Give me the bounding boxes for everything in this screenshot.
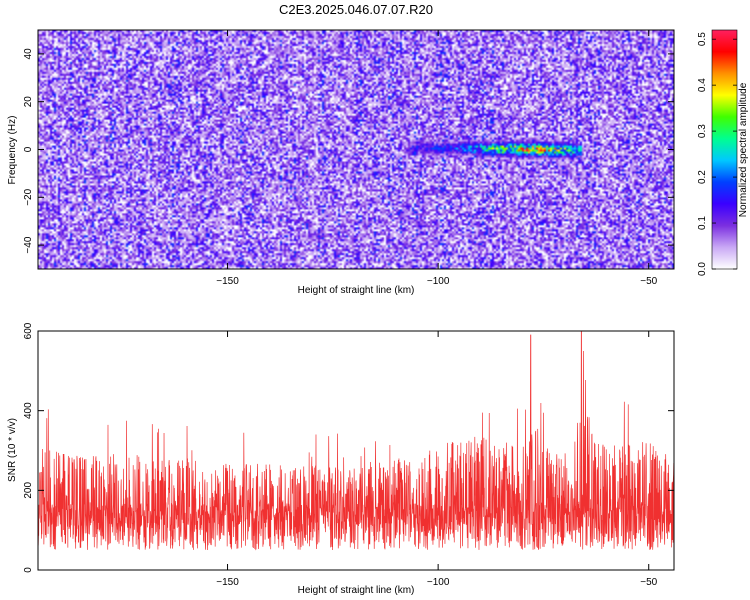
snr-ylabel: SNR (10 * v/v) bbox=[7, 418, 18, 482]
spectrogram-xtick-label: −100 bbox=[427, 276, 450, 287]
spectrogram-ytick-label: 40 bbox=[23, 48, 34, 60]
snr-series-line bbox=[38, 331, 674, 551]
snr-ytick-label: 200 bbox=[23, 482, 34, 499]
colorbar-tick-label: 0.1 bbox=[697, 216, 708, 230]
snr-xlabel: Height of straight line (km) bbox=[298, 585, 415, 596]
colorbar-tick-label: 0.5 bbox=[697, 32, 708, 46]
spectrogram-xlabel: Height of straight line (km) bbox=[298, 285, 415, 296]
colorbar-tick-label: 0.4 bbox=[697, 78, 708, 92]
chart-title: C2E3.2025.046.07.07.R20 bbox=[279, 2, 433, 17]
snr-panel: −150 −100 −50 0 200 400 600 Height of straight… bbox=[7, 322, 675, 596]
colorbar-label: Normalized spectral amplitude bbox=[738, 82, 749, 217]
spectrogram-ylabel: Frequency (Hz) bbox=[7, 116, 18, 185]
snr-xtick-label: −50 bbox=[640, 577, 657, 588]
snr-ytick-label: 0 bbox=[23, 567, 34, 573]
snr-frame bbox=[37, 330, 675, 571]
colorbar-gradient bbox=[712, 30, 737, 269]
colorbar-tick-label: 0.2 bbox=[697, 170, 708, 184]
spectrogram-ytick-label: 0 bbox=[23, 146, 34, 152]
snr-ytick-label: 600 bbox=[23, 322, 34, 339]
colorbar-tick-label: 0.0 bbox=[697, 262, 708, 276]
spectrogram-ytick-label: 20 bbox=[23, 96, 34, 108]
spectrogram-ytick-label: −40 bbox=[23, 236, 34, 253]
snr-xtick-label: −100 bbox=[427, 577, 450, 588]
snr-ytick-label: 400 bbox=[23, 402, 34, 419]
spectrogram-heatmap bbox=[38, 30, 674, 269]
spectrogram-xtick-label: −50 bbox=[640, 276, 657, 287]
colorbar-frame bbox=[711, 29, 738, 270]
colorbar-tick-label: 0.3 bbox=[697, 124, 708, 138]
snr-xtick-label: −150 bbox=[216, 577, 239, 588]
spectrogram-ticks: −150 −100 −50 −40 −20 0 20 40 bbox=[23, 30, 674, 287]
spectrogram-frame bbox=[37, 29, 675, 270]
spectrogram-xtick-label: −150 bbox=[216, 276, 239, 287]
colorbar: 0.0 0.1 0.2 0.3 0.4 0.5 Normalized spectral a… bbox=[697, 29, 749, 276]
colorbar-ticks: 0.0 0.1 0.2 0.3 0.4 0.5 bbox=[697, 32, 737, 276]
spectrogram-panel: −150 −100 −50 −40 −20 0 20 40 Height of straigh… bbox=[7, 29, 675, 296]
spectrogram-ytick-label: −20 bbox=[23, 188, 34, 205]
